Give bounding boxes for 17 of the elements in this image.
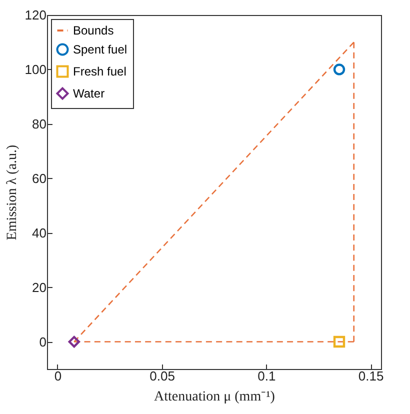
x-tick-label: 0.15	[358, 368, 384, 384]
y-tick-label: 100	[24, 62, 46, 77]
legend-label: Water	[73, 86, 105, 100]
x-axis-title: Attenuation μ (mm⁻¹)	[154, 390, 276, 404]
y-tick-label: 40	[32, 225, 46, 240]
legend-label: Bounds	[73, 24, 114, 38]
y-tick-label: 120	[24, 8, 46, 22]
y-tick-label: 20	[32, 280, 46, 295]
y-tick-label: 80	[32, 116, 46, 132]
y-axis-title: Emission λ (a.u.)	[4, 144, 20, 240]
x-tick-label: 0	[54, 368, 62, 384]
legend-label: Spent fuel	[73, 42, 128, 56]
y-tick-label: 60	[32, 170, 46, 186]
x-tick-label: 0.1	[258, 368, 276, 384]
legend-label: Fresh fuel	[73, 64, 126, 78]
x-tick-label: 0.05	[150, 368, 175, 384]
y-tick-label: 0	[39, 334, 46, 350]
